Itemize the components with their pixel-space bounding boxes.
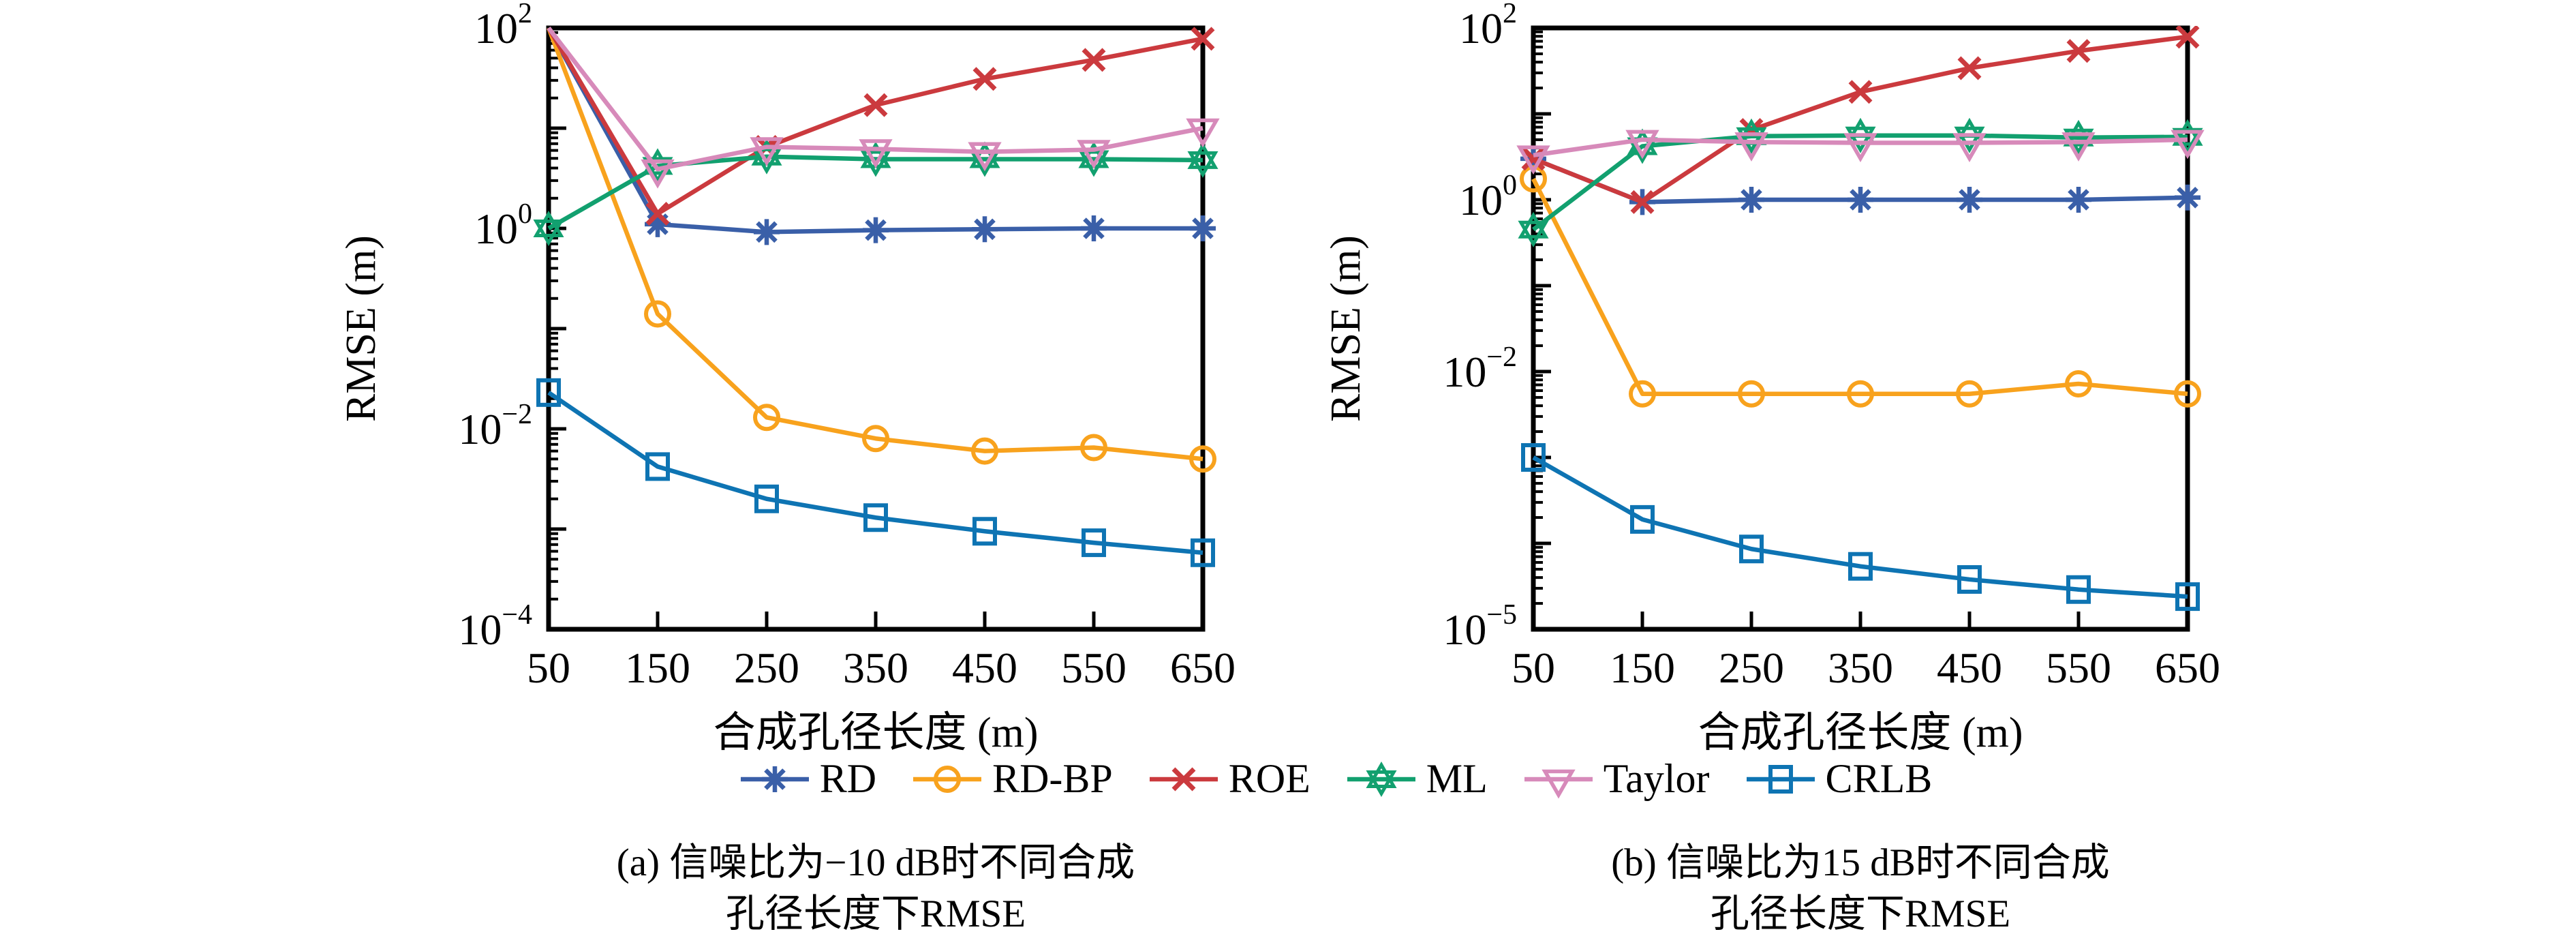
legend-marker-circle-icon — [913, 765, 982, 793]
series-crlb — [1521, 443, 2200, 612]
y-tick-label: 100 — [1459, 170, 1517, 224]
y-tick-label: 100 — [474, 198, 532, 253]
y-tick-label: 10−5 — [1443, 599, 1517, 654]
x-axis-title: 合成孔径长度 (m) — [713, 710, 1038, 756]
series-crlb-line — [547, 391, 1203, 556]
x-tick-label: 250 — [734, 644, 799, 692]
series-taylor-line — [1533, 137, 2188, 157]
y-tick-labels: 102 100 10−2 10−4 — [458, 0, 532, 654]
x-tick-label: 250 — [1719, 644, 1784, 692]
caption-a-line2: 孔径长度下RMSE — [725, 892, 1026, 936]
legend-label: ML — [1426, 756, 1488, 801]
legend: RD RD-BP ROE ML Taylor CRLB — [48, 755, 2576, 802]
x-tick-label: 50 — [527, 644, 570, 692]
legend-marker-square-icon — [1746, 764, 1815, 794]
legend-label: CRLB — [1825, 756, 1933, 801]
legend-item-ml: ML — [1346, 755, 1488, 802]
x-tick-labels: 50 150 250 350 450 550 650 — [527, 644, 1236, 692]
y-tick-label: 10−2 — [458, 399, 532, 453]
legend-item-crlb: CRLB — [1745, 755, 1933, 802]
series-rd-bp — [546, 27, 1216, 473]
x-tick-label: 50 — [1512, 644, 1555, 692]
x-tick-labels: 50 150 250 350 450 550 650 — [1512, 644, 2220, 692]
legend-label: RD — [819, 756, 877, 801]
series-taylor-line — [547, 27, 1203, 172]
series-crlb — [536, 378, 1215, 567]
y-tick-labels: 102 100 10−2 10−5 — [1443, 0, 1517, 654]
y-axis-title: RMSE (m) — [338, 235, 384, 422]
y-axis-title: RMSE (m) — [1323, 235, 1369, 422]
caption-a-line1: (a) 信噪比为−10 dB时不同合成 — [616, 841, 1135, 884]
x-tick-label: 150 — [1610, 644, 1675, 692]
series-roe-line — [547, 27, 1203, 216]
x-tick-label: 350 — [843, 644, 908, 692]
series-taylor — [1516, 130, 2205, 175]
y-axis-ticks — [1533, 30, 1551, 605]
chart-b-rmse-vs-aperture-snr-15db: 102 100 10−2 10−550 150 250 350 450 550 650 合成孔径长度… — [1323, 0, 2220, 756]
x-axis-ticks — [1531, 612, 2190, 629]
x-axis-ticks — [547, 612, 1205, 629]
legend-marker-x-icon — [1149, 767, 1218, 791]
legend-label: Taylor — [1603, 756, 1710, 801]
y-tick-label: 10−2 — [1443, 342, 1517, 396]
x-tick-label: 150 — [625, 644, 690, 692]
legend-marker-asterisk-icon — [740, 766, 809, 792]
legend-item-rd-bp: RD-BP — [912, 755, 1113, 802]
x-tick-label: 350 — [1828, 644, 1893, 692]
series-rd-bp-line — [546, 27, 1203, 462]
y-tick-label: 102 — [1459, 0, 1517, 52]
caption-b-line1: (b) 信噪比为15 dB时不同合成 — [1611, 841, 2110, 884]
y-axis-ticks — [549, 31, 566, 601]
legend-item-rd: RD — [739, 755, 876, 802]
x-tick-label: 450 — [952, 644, 1017, 692]
series-rd — [547, 27, 1216, 245]
x-tick-label: 550 — [2046, 644, 2111, 692]
legend-label: RD-BP — [992, 756, 1113, 801]
x-tick-label: 550 — [1061, 644, 1126, 692]
caption-a: (a) 信噪比为−10 dB时不同合成 孔径长度下RMSE — [549, 837, 1203, 939]
caption-b-line2: 孔径长度下RMSE — [1710, 892, 2011, 936]
y-tick-label: 102 — [474, 0, 532, 52]
legend-item-taylor: Taylor — [1523, 755, 1710, 802]
x-tick-label: 650 — [2155, 644, 2220, 692]
x-axis-title: 合成孔径长度 (m) — [1698, 710, 2023, 756]
chart-a-rmse-vs-aperture-snr-neg10db: 102 100 10−2 10−450 150 250 350 450 550 650 合成孔径长度… — [338, 0, 1236, 756]
legend-item-roe: ROE — [1148, 755, 1310, 802]
series-rd-bp — [1520, 165, 2201, 408]
series-group — [1516, 26, 2205, 612]
series-crlb-line — [1532, 455, 2188, 599]
legend-marker-hexagram-icon — [1347, 761, 1415, 797]
series-rd-bp-line — [1531, 177, 2188, 396]
x-tick-label: 650 — [1170, 644, 1236, 692]
caption-b: (b) 信噪比为15 dB时不同合成 孔径长度下RMSE — [1533, 837, 2188, 939]
legend-label: ROE — [1228, 756, 1310, 801]
legend-marker-triangle-down-icon — [1524, 769, 1593, 799]
series-group — [533, 27, 1220, 567]
series-taylor — [547, 27, 1220, 189]
series-roe — [547, 27, 1215, 226]
x-tick-label: 450 — [1937, 644, 2002, 692]
y-tick-label: 10−4 — [458, 599, 532, 654]
